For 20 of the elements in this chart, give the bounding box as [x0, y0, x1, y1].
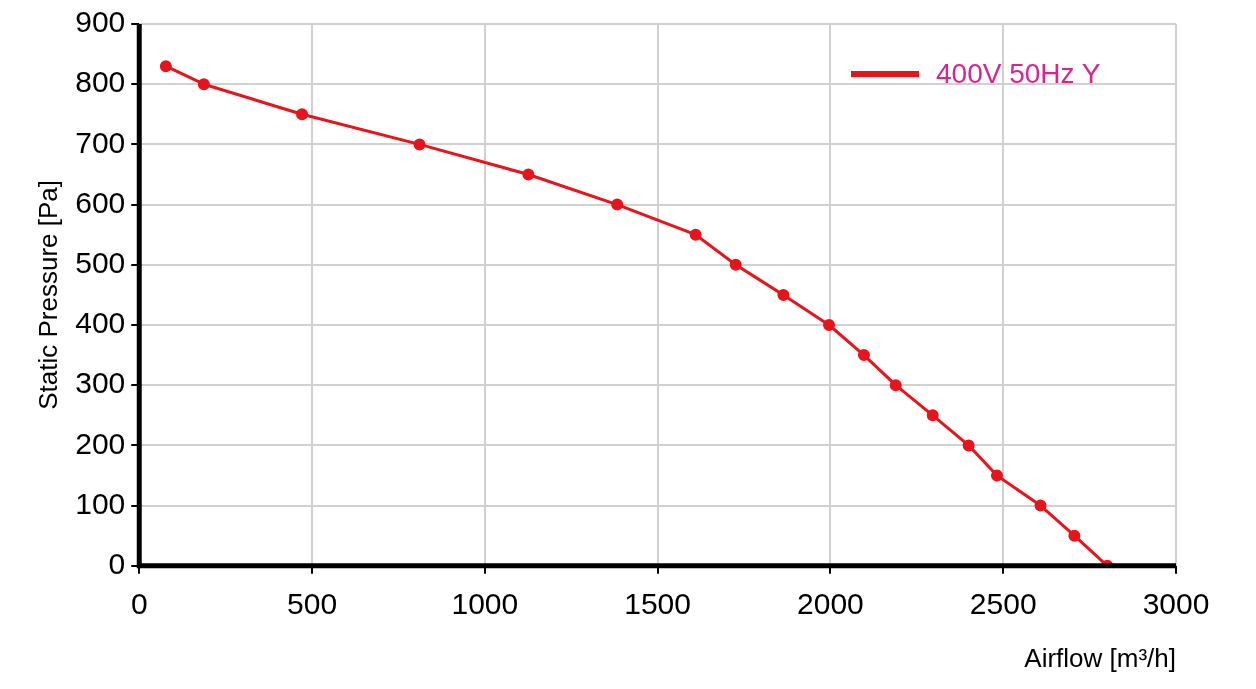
- legend-label: 400V 50Hz Y: [936, 57, 1101, 89]
- y-tick-label: 800: [75, 65, 126, 99]
- y-tick-label: 300: [75, 366, 126, 400]
- y-tick-label: 600: [75, 185, 126, 219]
- y-tick-label: 500: [75, 246, 126, 280]
- x-tick-label: 3000: [1142, 587, 1210, 621]
- x-tick-label: 2500: [969, 587, 1037, 621]
- x-tick-label: 1500: [624, 587, 691, 621]
- y-tick-label: 0: [108, 547, 126, 581]
- x-axis-title: Airflow [m³/h]: [1024, 642, 1176, 673]
- y-tick-label: 200: [75, 426, 126, 460]
- y-tick-label: 700: [75, 125, 126, 159]
- x-tick-label: 1000: [451, 587, 519, 621]
- y-tick-label: 400: [75, 306, 126, 340]
- x-tick-label: 2000: [797, 587, 864, 621]
- x-tick-label: 0: [130, 587, 148, 621]
- y-axis-title: Static Pressure [Pa]: [32, 180, 63, 410]
- x-tick-label: 500: [287, 587, 338, 621]
- y-tick-label: 100: [75, 486, 126, 520]
- y-tick-label: 900: [75, 5, 126, 39]
